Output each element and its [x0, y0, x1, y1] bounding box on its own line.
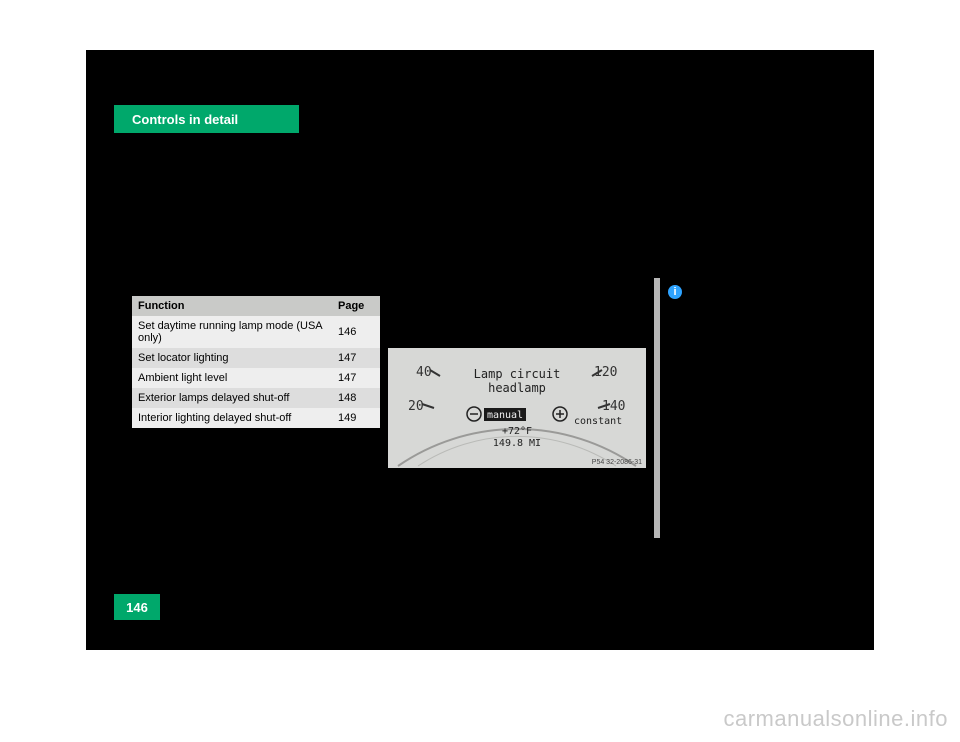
- table-row: Ambient light level 147: [132, 368, 380, 388]
- table-header-row: Function Page: [132, 296, 380, 316]
- display-opt-right: constant: [574, 416, 622, 427]
- instrument-display: 40 20 120 140 Lamp circuit headlamp manu…: [388, 348, 646, 468]
- table-cell: Interior lighting delayed shut-off: [132, 408, 332, 428]
- manual-page: Controls in detail Function Page Set day…: [86, 50, 874, 650]
- page-number-text: 146: [126, 600, 148, 615]
- function-page-table: Function Page Set daytime running lamp m…: [132, 296, 380, 428]
- page-number-badge: 146: [114, 594, 160, 620]
- info-callout: i: [668, 283, 863, 300]
- display-line1: Lamp circuit: [474, 367, 561, 381]
- table-cell: Exterior lamps delayed shut-off: [132, 388, 332, 408]
- display-odo: 149.8 MI: [493, 438, 541, 449]
- column-3: i: [668, 188, 863, 300]
- table-cell: 146: [332, 316, 380, 348]
- info-icon: i: [668, 285, 682, 299]
- watermark: carmanualsonline.info: [723, 706, 948, 732]
- section-header: Controls in detail: [114, 105, 299, 133]
- instrument-display-svg: 40 20 120 140 Lamp circuit headlamp manu…: [388, 348, 646, 468]
- table-cell: Ambient light level: [132, 368, 332, 388]
- table-cell: 149: [332, 408, 380, 428]
- display-code: P54 32-2086-31: [592, 459, 642, 466]
- tick-label: 20: [408, 399, 424, 414]
- table-cell: Set daytime running lamp mode (USA only): [132, 316, 332, 348]
- table-row: Interior lighting delayed shut-off 149: [132, 408, 380, 428]
- table-cell: 148: [332, 388, 380, 408]
- table-col-page: Page: [332, 296, 380, 316]
- table-row: Set locator lighting 147: [132, 348, 380, 368]
- table-cell: Set locator lighting: [132, 348, 332, 368]
- section-header-text: Controls in detail: [132, 112, 238, 127]
- display-opt-left: manual: [487, 410, 523, 421]
- display-line2: headlamp: [488, 381, 546, 395]
- info-sidebar-bar: [654, 278, 660, 538]
- table-col-function: Function: [132, 296, 332, 316]
- table-row: Exterior lamps delayed shut-off 148: [132, 388, 380, 408]
- tick-label: 40: [416, 365, 432, 380]
- table-row: Set daytime running lamp mode (USA only)…: [132, 316, 380, 348]
- table-cell: 147: [332, 368, 380, 388]
- table-cell: 147: [332, 348, 380, 368]
- display-temp: +72°F: [502, 426, 532, 437]
